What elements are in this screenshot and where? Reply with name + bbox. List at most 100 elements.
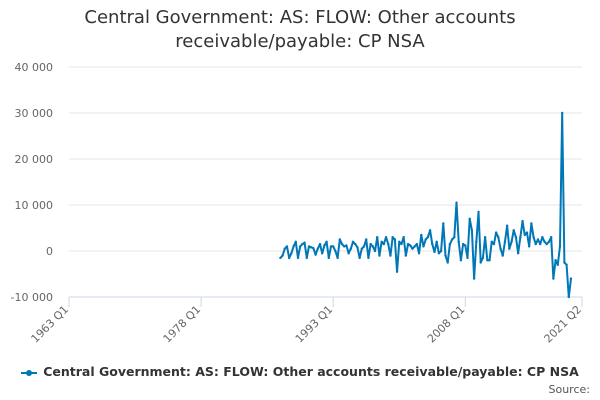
data-point — [488, 259, 491, 262]
data-point — [567, 295, 570, 299]
data-point — [554, 259, 557, 262]
data-point — [343, 245, 346, 248]
data-point — [494, 231, 498, 234]
data-point — [362, 245, 366, 248]
data-point — [296, 256, 300, 260]
data-point — [406, 242, 410, 246]
data-point — [530, 222, 533, 225]
data-point — [435, 240, 438, 243]
y-tick-label: -10 000 — [11, 291, 53, 304]
data-point — [543, 240, 546, 243]
data-point — [283, 247, 286, 250]
data-point — [312, 247, 315, 250]
data-point — [349, 247, 353, 250]
data-point — [409, 244, 412, 247]
y-tick-label: 40 000 — [15, 61, 54, 74]
data-point — [393, 238, 397, 241]
data-point — [279, 256, 282, 260]
data-point — [400, 242, 403, 246]
data-point — [420, 233, 423, 237]
data-point — [446, 261, 449, 264]
data-point — [442, 222, 445, 225]
chart-title: Central Government: AS: FLOW: Other acco… — [0, 6, 600, 54]
data-point — [523, 233, 526, 237]
data-point — [534, 242, 537, 246]
y-tick-label: 0 — [46, 245, 53, 258]
data-point — [369, 242, 372, 246]
chart-title-line-1: Central Government: AS: FLOW: Other acco… — [84, 7, 516, 28]
data-point — [503, 240, 507, 243]
data-point — [481, 256, 485, 260]
data-point — [321, 252, 324, 255]
data-point — [558, 245, 562, 248]
data-point — [402, 236, 405, 239]
chart-title-line-2: receivable/payable: CP NSA — [175, 31, 425, 52]
data-point — [398, 240, 401, 243]
data-point — [365, 238, 368, 241]
data-point — [453, 236, 456, 239]
x-tick-label: 2008 Q1 — [425, 303, 468, 346]
data-point — [560, 111, 564, 115]
data-point — [428, 229, 432, 232]
data-point — [332, 245, 335, 248]
data-point — [356, 246, 359, 249]
data-point — [426, 236, 430, 239]
data-point — [505, 224, 509, 227]
data-point — [521, 219, 524, 223]
data-point — [347, 252, 350, 255]
data-point — [340, 242, 344, 246]
data-point — [461, 242, 465, 246]
data-point — [354, 242, 357, 246]
y-tick-label: 20 000 — [15, 153, 54, 166]
data-point — [338, 238, 342, 241]
data-point — [387, 242, 390, 246]
data-point — [444, 254, 447, 257]
data-point — [376, 236, 379, 239]
data-point — [378, 254, 381, 257]
data-point — [316, 247, 319, 250]
data-point — [298, 245, 302, 248]
data-point — [345, 244, 348, 247]
data-point — [318, 242, 322, 246]
data-point — [325, 240, 328, 243]
data-point — [307, 245, 311, 248]
data-point — [470, 229, 474, 232]
data-point — [424, 238, 427, 241]
data-point — [464, 244, 467, 247]
data-point — [516, 252, 520, 255]
data-point — [563, 261, 566, 264]
data-point — [527, 245, 531, 248]
data-point — [285, 245, 289, 248]
data-point — [294, 240, 297, 243]
credits[interactable]: Source: — [548, 383, 591, 396]
data-point — [290, 252, 293, 255]
x-tick-label: 1993 Q1 — [293, 303, 336, 346]
data-point — [536, 238, 540, 241]
data-point — [549, 236, 553, 239]
data-point — [281, 254, 284, 257]
data-point — [468, 217, 471, 220]
data-point — [389, 254, 392, 257]
data-point — [448, 242, 452, 246]
data-point — [380, 240, 383, 243]
data-point — [358, 256, 361, 260]
data-point — [466, 256, 469, 260]
data-point — [565, 263, 568, 266]
data-point — [415, 242, 419, 246]
data-point — [334, 249, 337, 253]
data-point — [538, 242, 542, 246]
data-point — [422, 245, 425, 248]
legend[interactable]: Central Government: AS: FLOW: Other acco… — [0, 364, 600, 379]
data-point — [437, 252, 441, 255]
data-point — [472, 277, 476, 280]
data-point — [373, 249, 377, 253]
data-point — [309, 246, 313, 249]
data-point — [545, 242, 548, 246]
data-point — [292, 245, 295, 248]
data-point — [433, 250, 436, 254]
legend-line-marker-icon — [21, 369, 38, 376]
data-point — [314, 253, 317, 256]
data-point — [525, 231, 529, 234]
x-tick-label: 2021 Q2 — [542, 303, 585, 346]
